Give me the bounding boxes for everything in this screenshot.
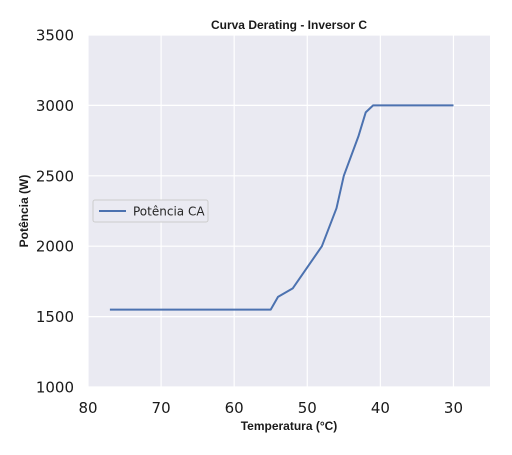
x-tick-label: 40 [371, 399, 390, 417]
x-tick-label: 50 [298, 399, 317, 417]
y-tick-label: 2000 [36, 238, 74, 256]
y-tick-label: 1000 [36, 379, 74, 397]
y-tick-label: 3000 [36, 97, 74, 115]
x-tick-label: 80 [78, 399, 97, 417]
y-tick-label: 2500 [36, 167, 74, 185]
x-axis-ticks: 80 70 60 50 40 30 [78, 399, 463, 417]
x-tick-label: 30 [444, 399, 463, 417]
y-tick-label: 1500 [36, 308, 74, 326]
legend-box [92, 199, 209, 223]
x-tick-label: 70 [152, 399, 171, 417]
x-tick-label: 60 [225, 399, 244, 417]
x-axis-label: Temperatura (°C) [241, 419, 338, 433]
legend-label-potencia-ca: Potência CA [133, 205, 205, 219]
series-lines [109, 104, 454, 311]
chart-title: Curva Derating - Inversor C [211, 18, 367, 32]
y-tick-label: 3500 [36, 27, 74, 45]
y-axis-label: Potência (W) [17, 175, 31, 248]
legend: Potência CA [92, 199, 209, 223]
y-axis-ticks: 1000 1500 2000 2500 3000 3500 [36, 27, 74, 397]
series-line-0 [109, 104, 454, 311]
